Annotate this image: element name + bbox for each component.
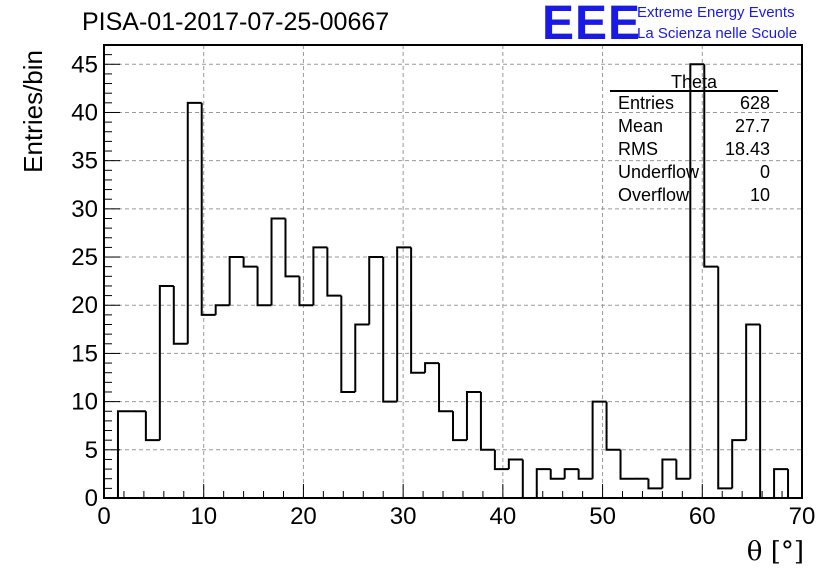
x-tick-label: 10 xyxy=(190,503,217,530)
y-tick-label: 30 xyxy=(71,196,98,223)
stat-row-underflow: Underflow 0 xyxy=(618,162,770,184)
x-tick-label: 0 xyxy=(97,503,110,530)
y-tick-label: 45 xyxy=(71,51,98,78)
histogram-bin xyxy=(116,410,132,498)
histogram-bin xyxy=(619,449,635,480)
histogram-bin xyxy=(214,304,230,315)
stat-value: 27.7 xyxy=(734,116,770,136)
histogram-bin xyxy=(256,266,272,307)
x-tick-label: 30 xyxy=(390,503,417,530)
histogram-bin xyxy=(507,458,523,470)
stat-value: 10 xyxy=(749,185,770,205)
stat-row-mean: Mean 27.7 xyxy=(618,116,770,138)
run-title: PISA-01-2017-07-25-00667 xyxy=(82,8,390,36)
histogram-bin xyxy=(577,469,593,480)
y-tick-label: 0 xyxy=(85,485,98,512)
eee-logo: EEE xyxy=(542,0,642,50)
stat-value: 18.43 xyxy=(724,139,770,159)
histogram-bin xyxy=(410,247,426,374)
histogram-bin xyxy=(591,400,607,479)
histogram-bin xyxy=(563,468,579,479)
histogram-bin xyxy=(158,284,174,441)
histogram-bin xyxy=(535,468,551,498)
histogram-bars xyxy=(116,63,790,499)
histogram-bin xyxy=(200,102,216,316)
histogram-bin xyxy=(689,63,705,479)
histogram-bin xyxy=(675,459,691,480)
histogram-bin xyxy=(396,246,412,402)
x-tick-label: 60 xyxy=(689,503,716,530)
stat-label: Mean xyxy=(618,116,664,136)
stat-label: Overflow xyxy=(618,185,690,205)
histogram-bin xyxy=(340,295,356,393)
stat-label: RMS xyxy=(618,139,658,159)
histogram-bin xyxy=(465,390,481,441)
histogram-bin xyxy=(479,391,495,451)
x-axis-label: θ [°] xyxy=(747,537,804,567)
x-tick-label: 20 xyxy=(290,503,317,530)
stat-value: 628 xyxy=(739,93,770,113)
stat-value: 0 xyxy=(759,162,770,182)
y-tick-label: 20 xyxy=(71,292,98,319)
plot-frame xyxy=(103,44,803,499)
x-tick-label: 70 xyxy=(789,503,816,530)
histogram-bin xyxy=(521,459,537,499)
histogram-bin xyxy=(773,468,789,498)
histogram-bin xyxy=(745,323,761,441)
histogram-bin xyxy=(647,478,663,490)
histogram-bin xyxy=(172,285,188,345)
stat-label: Underflow xyxy=(618,162,700,182)
y-tick-label: 40 xyxy=(71,99,98,126)
histogram-bin xyxy=(382,257,398,403)
logo-subtitle-line1: Extreme Energy Events xyxy=(637,4,795,21)
histogram-bin xyxy=(731,439,747,489)
grid-lines xyxy=(104,45,802,498)
histogram-bin xyxy=(144,411,160,442)
stats-divider xyxy=(610,90,778,92)
histogram-bin xyxy=(228,256,244,306)
histogram-bin xyxy=(717,266,733,490)
y-tick-label: 25 xyxy=(71,244,98,271)
x-tick-label: 40 xyxy=(490,503,517,530)
histogram-bin xyxy=(759,324,775,499)
y-tick-label: 15 xyxy=(71,340,98,367)
histogram-bin xyxy=(605,401,621,451)
histogram-bin xyxy=(424,362,440,373)
stat-row-entries: Entries 628 xyxy=(618,93,770,115)
logo-subtitle-line2: La Scienza nelle Scuole xyxy=(637,25,798,42)
y-tick-label: 10 xyxy=(71,389,98,416)
histogram-bin xyxy=(549,469,565,480)
histogram-bin xyxy=(354,323,370,392)
stats-box: Theta Entries 628 Mean 27.7 RMS 18.43 Un… xyxy=(610,70,778,210)
histogram-bin xyxy=(368,256,384,325)
y-tick-label: 5 xyxy=(85,437,98,464)
histogram-bin xyxy=(186,101,202,344)
histogram-bin xyxy=(438,363,453,413)
histogram-bin xyxy=(661,458,677,489)
axis-ticks xyxy=(103,44,803,499)
histogram-bin xyxy=(312,246,328,306)
histogram-bin xyxy=(270,217,286,306)
y-tick-label: 35 xyxy=(71,148,98,175)
histogram-bin xyxy=(242,257,258,268)
histogram-bin xyxy=(703,64,719,268)
tick-labels: 0 10 20 30 40 50 60 70 0 5 10 15 20 25 30 35 40 45 xyxy=(71,51,815,530)
y-axis-label: Entries/bin xyxy=(18,50,48,173)
x-tick-label: 50 xyxy=(589,503,616,530)
histogram-bin xyxy=(493,449,509,471)
histogram-bin xyxy=(284,218,300,278)
histogram-bin xyxy=(298,276,314,307)
histogram-bin xyxy=(452,411,467,442)
stat-row-overflow: Overflow 10 xyxy=(618,185,770,207)
histogram-bin xyxy=(326,247,342,297)
stats-title: Theta xyxy=(670,72,718,92)
stat-row-rms: RMS 18.43 xyxy=(618,139,770,161)
stat-label: Entries xyxy=(618,93,675,113)
